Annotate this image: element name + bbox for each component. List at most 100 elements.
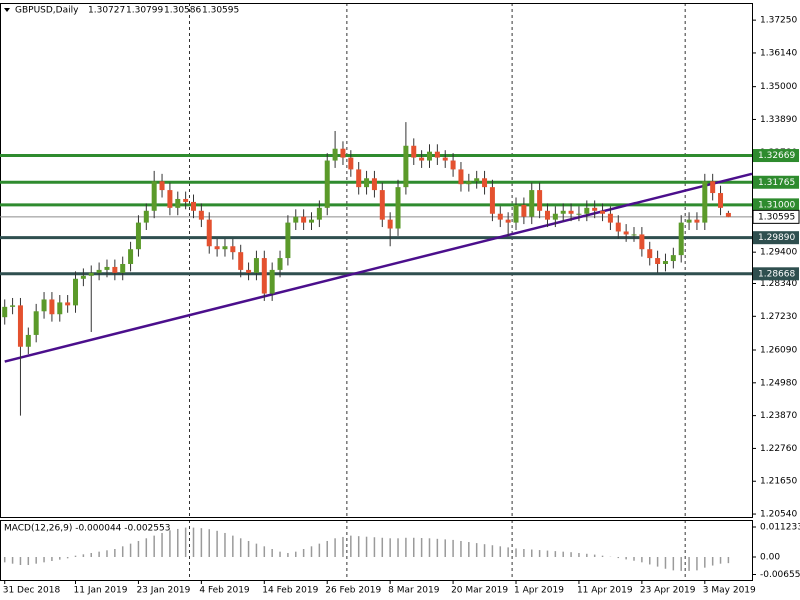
candle-body	[261, 258, 267, 294]
level-label: 1.31000	[758, 200, 795, 210]
y-tick-label: 1.24980	[760, 378, 797, 388]
level-label: 1.32669	[758, 151, 795, 161]
candle-body	[552, 213, 558, 220]
candle-body	[167, 190, 173, 208]
candle-body	[308, 219, 314, 223]
candle-body	[49, 299, 55, 315]
candle-body	[568, 210, 574, 214]
candle-body	[426, 151, 432, 161]
candle-body	[301, 216, 307, 223]
macd-y-tick-label: 0.011233	[760, 522, 800, 532]
current-price-box	[752, 209, 800, 224]
candle-body	[403, 145, 409, 188]
candle-body	[505, 219, 511, 223]
y-tick-label: 1.23870	[760, 411, 797, 421]
x-tick-label: 31 Dec 2018	[3, 586, 61, 596]
candle-body	[576, 213, 582, 215]
macd-panel	[3, 520, 730, 580]
y-tick-label: 1.28340	[760, 279, 797, 289]
x-tick-label: 23 Jan 2019	[136, 586, 190, 596]
trendline	[4, 172, 753, 363]
candle-body	[2, 306, 8, 318]
candle-body	[560, 210, 566, 214]
macd-y-tick-label: -0.006556	[760, 570, 800, 580]
candle-body	[73, 278, 79, 306]
candle-body	[639, 234, 645, 250]
header-value: 1.30595	[202, 6, 239, 16]
candle-body	[647, 249, 653, 259]
y-tick-label: 1.33890	[760, 115, 797, 125]
candle-body	[198, 210, 204, 220]
candle-body	[513, 204, 519, 223]
candle-body	[615, 222, 621, 232]
y-tick-label: 1.35000	[760, 82, 797, 92]
candle-body	[348, 157, 354, 170]
candle-body	[718, 193, 724, 208]
candle-body	[191, 201, 197, 211]
header-value: 1.30586	[164, 6, 201, 16]
candle-body	[293, 216, 299, 223]
candle-body	[25, 334, 31, 347]
main-panel	[0, 3, 753, 517]
candle-body	[340, 148, 346, 158]
candle-body	[686, 219, 692, 223]
x-tick-label: 20 Mar 2019	[451, 586, 508, 596]
level-label: 1.31765	[758, 178, 795, 188]
macd-frame	[0, 520, 753, 581]
candle-body	[702, 181, 708, 223]
candle-body	[497, 213, 503, 220]
level-label-box	[753, 149, 799, 163]
chart-title: GBPUSD,Daily	[15, 6, 79, 16]
candle-body	[151, 181, 157, 211]
candle-body	[623, 231, 629, 235]
candle-body	[324, 160, 330, 208]
x-tick-label: 11 Apr 2019	[577, 586, 633, 596]
candle-body	[112, 266, 118, 273]
y-tick-label: 1.27230	[760, 312, 797, 322]
candle-body	[364, 178, 370, 188]
candle-body	[466, 181, 472, 185]
candle-body	[135, 222, 141, 250]
x-tick-label: 26 Feb 2019	[325, 586, 381, 596]
candle-body	[529, 190, 535, 217]
candle-body	[521, 204, 527, 217]
candle-body	[387, 219, 393, 229]
candle-body	[710, 181, 716, 194]
candle-body	[670, 255, 676, 262]
candle-body	[230, 246, 236, 253]
candle-body	[489, 187, 495, 214]
candle-body	[600, 210, 606, 214]
x-tick-label: 14 Feb 2019	[262, 586, 318, 596]
level-label-box	[753, 267, 799, 281]
candle-body	[584, 207, 590, 214]
current-price-label: 1.30595	[758, 212, 795, 222]
x-tick-label: 1 Apr 2019	[514, 586, 564, 596]
candle-body	[128, 249, 134, 264]
candle-body	[434, 151, 440, 158]
candle-body	[269, 269, 275, 294]
candle-body	[143, 210, 149, 223]
candle-body	[104, 266, 110, 270]
level-label: 1.28668	[758, 269, 795, 279]
candle-body	[482, 178, 488, 188]
y-tick-label: 1.20540	[760, 510, 797, 520]
candle-body	[631, 234, 637, 236]
main-frame	[0, 3, 753, 518]
candle-body	[246, 269, 252, 273]
candle-body	[655, 258, 661, 264]
macd-y-tick-label: 0.00	[760, 552, 780, 562]
candle-body	[411, 145, 417, 158]
level-label-box	[753, 231, 799, 245]
candle-body	[17, 305, 23, 347]
candle-body	[214, 246, 220, 250]
header-value: 1.30799	[126, 6, 163, 16]
candle-body	[175, 198, 181, 208]
candle-body	[474, 178, 480, 182]
level-label-box	[753, 175, 799, 189]
candle-body	[678, 222, 684, 256]
candle-body	[694, 219, 700, 223]
x-tick-label: 23 Apr 2019	[640, 586, 696, 596]
